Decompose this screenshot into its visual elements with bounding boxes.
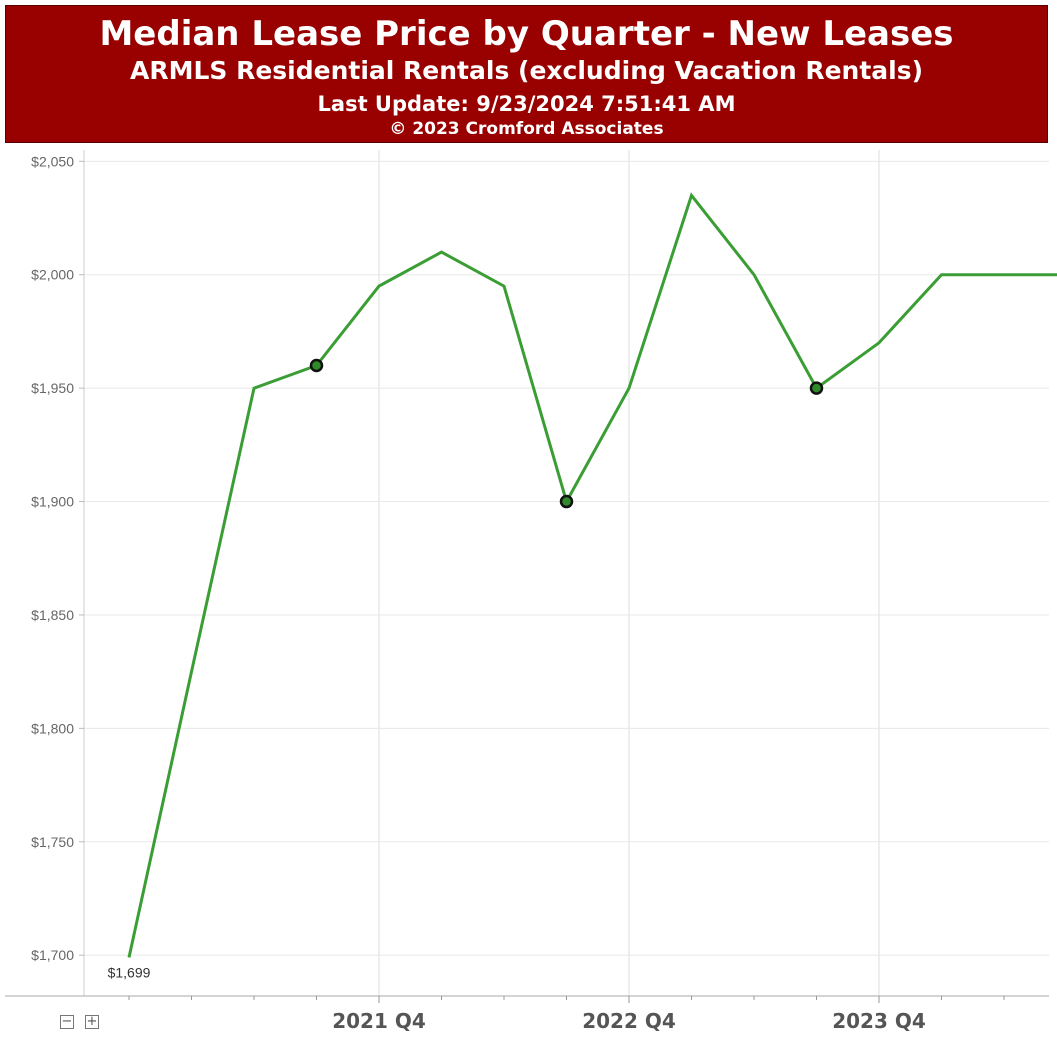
y-tick-label: $1,700 — [31, 947, 74, 963]
chart-title: Median Lease Price by Quarter - New Leas… — [99, 14, 954, 54]
data-label: $1,699 — [108, 964, 151, 980]
y-axis-ticks: $1,700 $1,750 $1,800 $1,850 $1,900 $1,950 $2,0… — [31, 153, 84, 963]
data-point-marker — [309, 358, 324, 373]
x-axis-ticks: 2021 Q4 2022 Q4 2023 Q4 — [128, 996, 1005, 1033]
title-banner: Median Lease Price by Quarter - New Leas… — [5, 5, 1048, 143]
markers — [309, 358, 824, 509]
gridlines — [84, 150, 1049, 996]
y-tick-label: $1,750 — [31, 834, 74, 850]
chart-subtitle: ARMLS Residential Rentals (excluding Vac… — [129, 56, 924, 85]
y-tick-label: $1,800 — [31, 720, 74, 736]
zoom-out-button[interactable]: − — [60, 1014, 74, 1029]
series-line — [127, 192, 1057, 958]
data-point-marker — [809, 381, 824, 395]
y-tick-label: $1,850 — [31, 607, 74, 623]
y-tick-label: $1,900 — [31, 494, 74, 510]
x-tick-label: 2023 Q4 — [832, 1009, 926, 1033]
x-tick-label: 2022 Q4 — [582, 1009, 676, 1033]
y-tick-label: $1,950 — [31, 380, 74, 396]
zoom-in-button[interactable]: + — [85, 1014, 99, 1029]
data-labels: $1,699$2,000 — [108, 964, 151, 980]
data-point-marker — [559, 494, 574, 509]
copyright: © 2023 Cromford Associates — [389, 119, 664, 139]
y-tick-label: $2,050 — [31, 153, 74, 169]
x-tick-label: 2021 Q4 — [332, 1009, 426, 1033]
y-tick-label: $2,000 — [31, 267, 74, 283]
series-line-group — [127, 192, 1057, 958]
last-update: Last Update: 9/23/2024 7:51:41 AM — [317, 92, 736, 116]
axes — [5, 150, 1049, 997]
